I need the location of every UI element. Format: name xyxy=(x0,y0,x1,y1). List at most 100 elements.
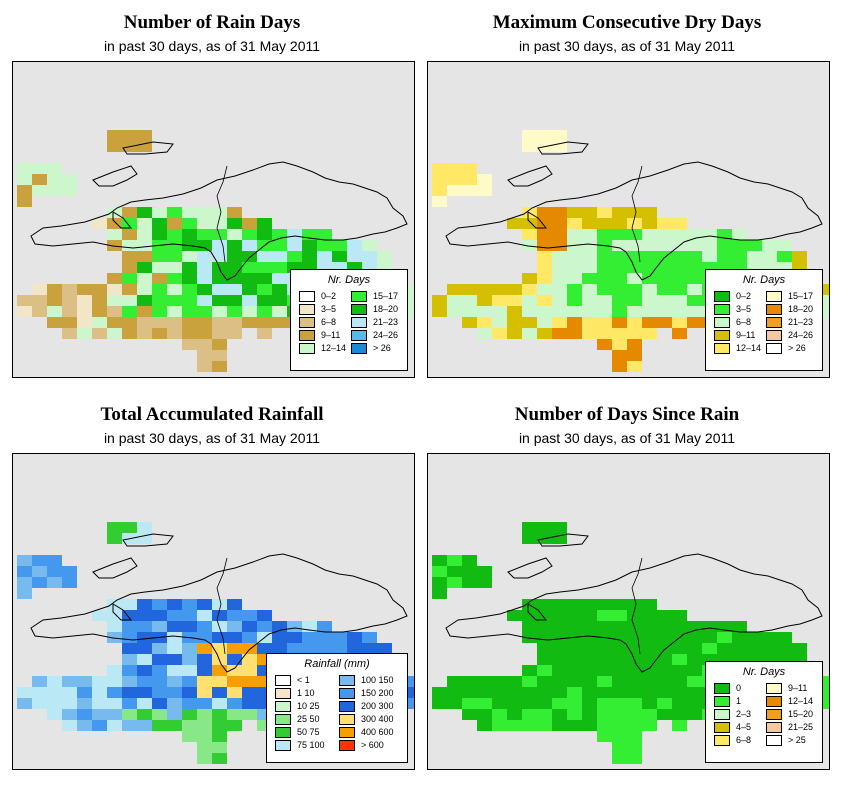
grid-cell xyxy=(672,698,687,709)
legend-swatch xyxy=(275,739,291,751)
grid-cell xyxy=(167,687,182,698)
grid-cell xyxy=(672,262,687,273)
legend-item: 4–5 xyxy=(714,721,751,733)
grid-cell xyxy=(447,284,462,295)
grid-cell xyxy=(507,610,522,621)
legend-label: 150 200 xyxy=(361,688,394,698)
grid-cell xyxy=(47,577,62,588)
grid-cell xyxy=(762,240,777,251)
grid-cell xyxy=(582,698,597,709)
grid-cell xyxy=(597,643,612,654)
grid-cell xyxy=(507,687,522,698)
grid-cell xyxy=(447,687,462,698)
grid-cell xyxy=(152,676,167,687)
grid-cell xyxy=(242,240,257,251)
legend-label: 21–23 xyxy=(788,317,814,327)
grid-cell xyxy=(552,273,567,284)
grid-cell xyxy=(582,632,597,643)
grid-cell xyxy=(227,273,242,284)
grid-cell xyxy=(657,654,672,665)
grid-cell xyxy=(182,643,197,654)
grid-cell xyxy=(92,218,107,229)
grid-cell xyxy=(612,742,627,753)
grid-cell xyxy=(657,621,672,632)
grid-cell xyxy=(122,522,137,533)
legend-label: > 26 xyxy=(373,343,391,353)
grid-cell xyxy=(47,163,62,174)
grid-cell xyxy=(257,218,272,229)
grid-cell xyxy=(492,295,507,306)
grid-cell xyxy=(227,295,242,306)
grid-cell xyxy=(32,676,47,687)
legend-swatch xyxy=(339,687,355,699)
map-max-dry-days: Nr. Days 0–2 3–5 6–8 9–11 12–14 15–17 18–20 21–2… xyxy=(427,61,830,378)
grid-cell xyxy=(522,665,537,676)
grid-cell xyxy=(107,229,122,240)
grid-cell xyxy=(522,676,537,687)
map-days-since-rain: Nr. Days 0 1 2–3 4–5 6–8 9–11 12–14 15–20 21–25 > … xyxy=(427,453,830,770)
legend-item: > 600 xyxy=(339,739,384,751)
grid-cell xyxy=(167,273,182,284)
grid-cell xyxy=(747,251,762,262)
grid-cell xyxy=(507,709,522,720)
grid-cell xyxy=(687,295,702,306)
grid-cell xyxy=(122,643,137,654)
grid-cell xyxy=(582,328,597,339)
grid-cell xyxy=(107,295,122,306)
grid-cell xyxy=(537,676,552,687)
grid-cell xyxy=(717,240,732,251)
grid-cell xyxy=(642,295,657,306)
legend-item: 150 200 xyxy=(339,687,394,699)
grid-cell xyxy=(32,555,47,566)
grid-cell xyxy=(567,643,582,654)
grid-cell xyxy=(627,361,642,372)
grid-cell xyxy=(152,328,167,339)
grid-cell xyxy=(137,533,152,544)
grid-cell xyxy=(657,306,672,317)
grid-cell xyxy=(717,654,732,665)
grid-cell xyxy=(567,621,582,632)
grid-cell xyxy=(612,273,627,284)
grid-cell xyxy=(582,687,597,698)
grid-cell xyxy=(582,709,597,720)
grid-cell xyxy=(107,306,122,317)
grid-cell xyxy=(582,306,597,317)
grid-cell xyxy=(122,328,137,339)
grid-cell xyxy=(642,621,657,632)
grid-cell xyxy=(717,632,732,643)
grid-cell xyxy=(642,328,657,339)
grid-cell xyxy=(302,229,317,240)
grid-cell xyxy=(77,328,92,339)
grid-cell xyxy=(597,731,612,742)
grid-cell xyxy=(107,687,122,698)
grid-cell xyxy=(522,709,537,720)
grid-cell xyxy=(122,306,137,317)
grid-cell xyxy=(687,665,702,676)
grid-cell xyxy=(462,174,477,185)
grid-cell xyxy=(672,218,687,229)
grid-cell xyxy=(47,295,62,306)
legend-item: > 25 xyxy=(766,734,806,746)
grid-cell xyxy=(642,284,657,295)
grid-cell xyxy=(197,709,212,720)
legend-swatch xyxy=(766,695,782,707)
grid-cell xyxy=(462,284,477,295)
grid-cell xyxy=(657,317,672,328)
grid-cell xyxy=(182,731,197,742)
legend-label: 9–11 xyxy=(321,330,341,340)
grid-cell xyxy=(317,240,332,251)
legend-label: 200 300 xyxy=(361,701,394,711)
map-grid xyxy=(432,130,829,372)
legend-item: 6–8 xyxy=(714,734,751,746)
grid-cell xyxy=(687,632,702,643)
grid-cell xyxy=(597,284,612,295)
grid-cell xyxy=(17,687,32,698)
grid-cell xyxy=(672,229,687,240)
grid-cell xyxy=(197,698,212,709)
grid-cell xyxy=(687,306,702,317)
grid-cell xyxy=(522,317,537,328)
grid-cell xyxy=(257,698,272,709)
grid-cell xyxy=(432,555,447,566)
grid-cell xyxy=(522,240,537,251)
grid-cell xyxy=(107,709,122,720)
